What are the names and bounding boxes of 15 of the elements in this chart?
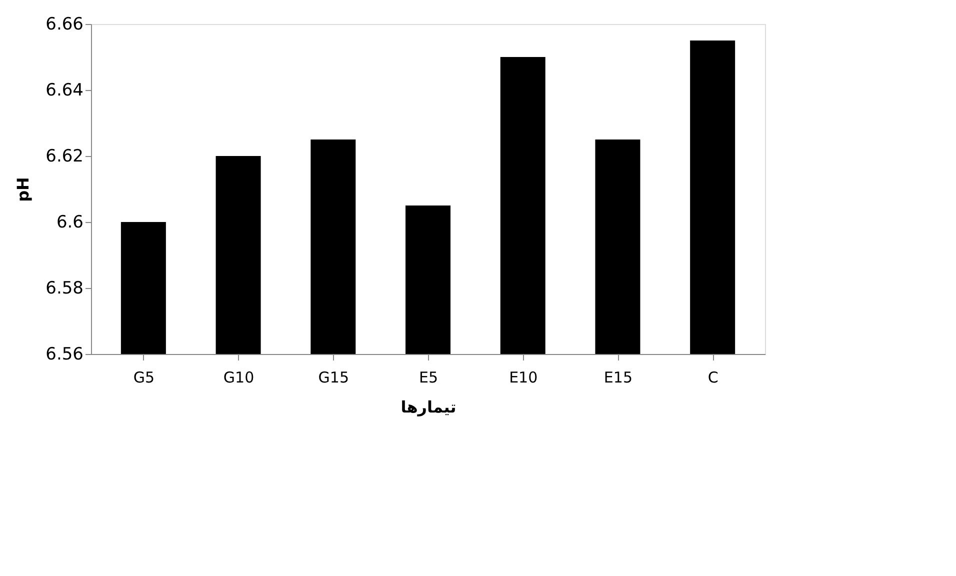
y-tick-label: 6.62 [46,146,84,166]
x-tick-label: E15 [604,368,633,386]
x-tick-label: G15 [318,368,349,386]
x-tick-label: G5 [133,368,155,386]
x-tick-label: G10 [223,368,254,386]
y-tick-label: 6.66 [46,14,84,34]
y-tick-label: 6.64 [46,80,84,100]
y-axis-title: pH [14,177,33,202]
y-tick-label: 6.58 [46,278,84,298]
y-tick-label: 6.56 [46,344,84,364]
x-tick-label: E10 [509,368,538,386]
x-axis-title: تیمارها [400,398,456,416]
y-tick-label: 6.6 [56,212,84,232]
x-tick-label: C [708,368,718,386]
x-tick-label: E5 [418,368,438,386]
